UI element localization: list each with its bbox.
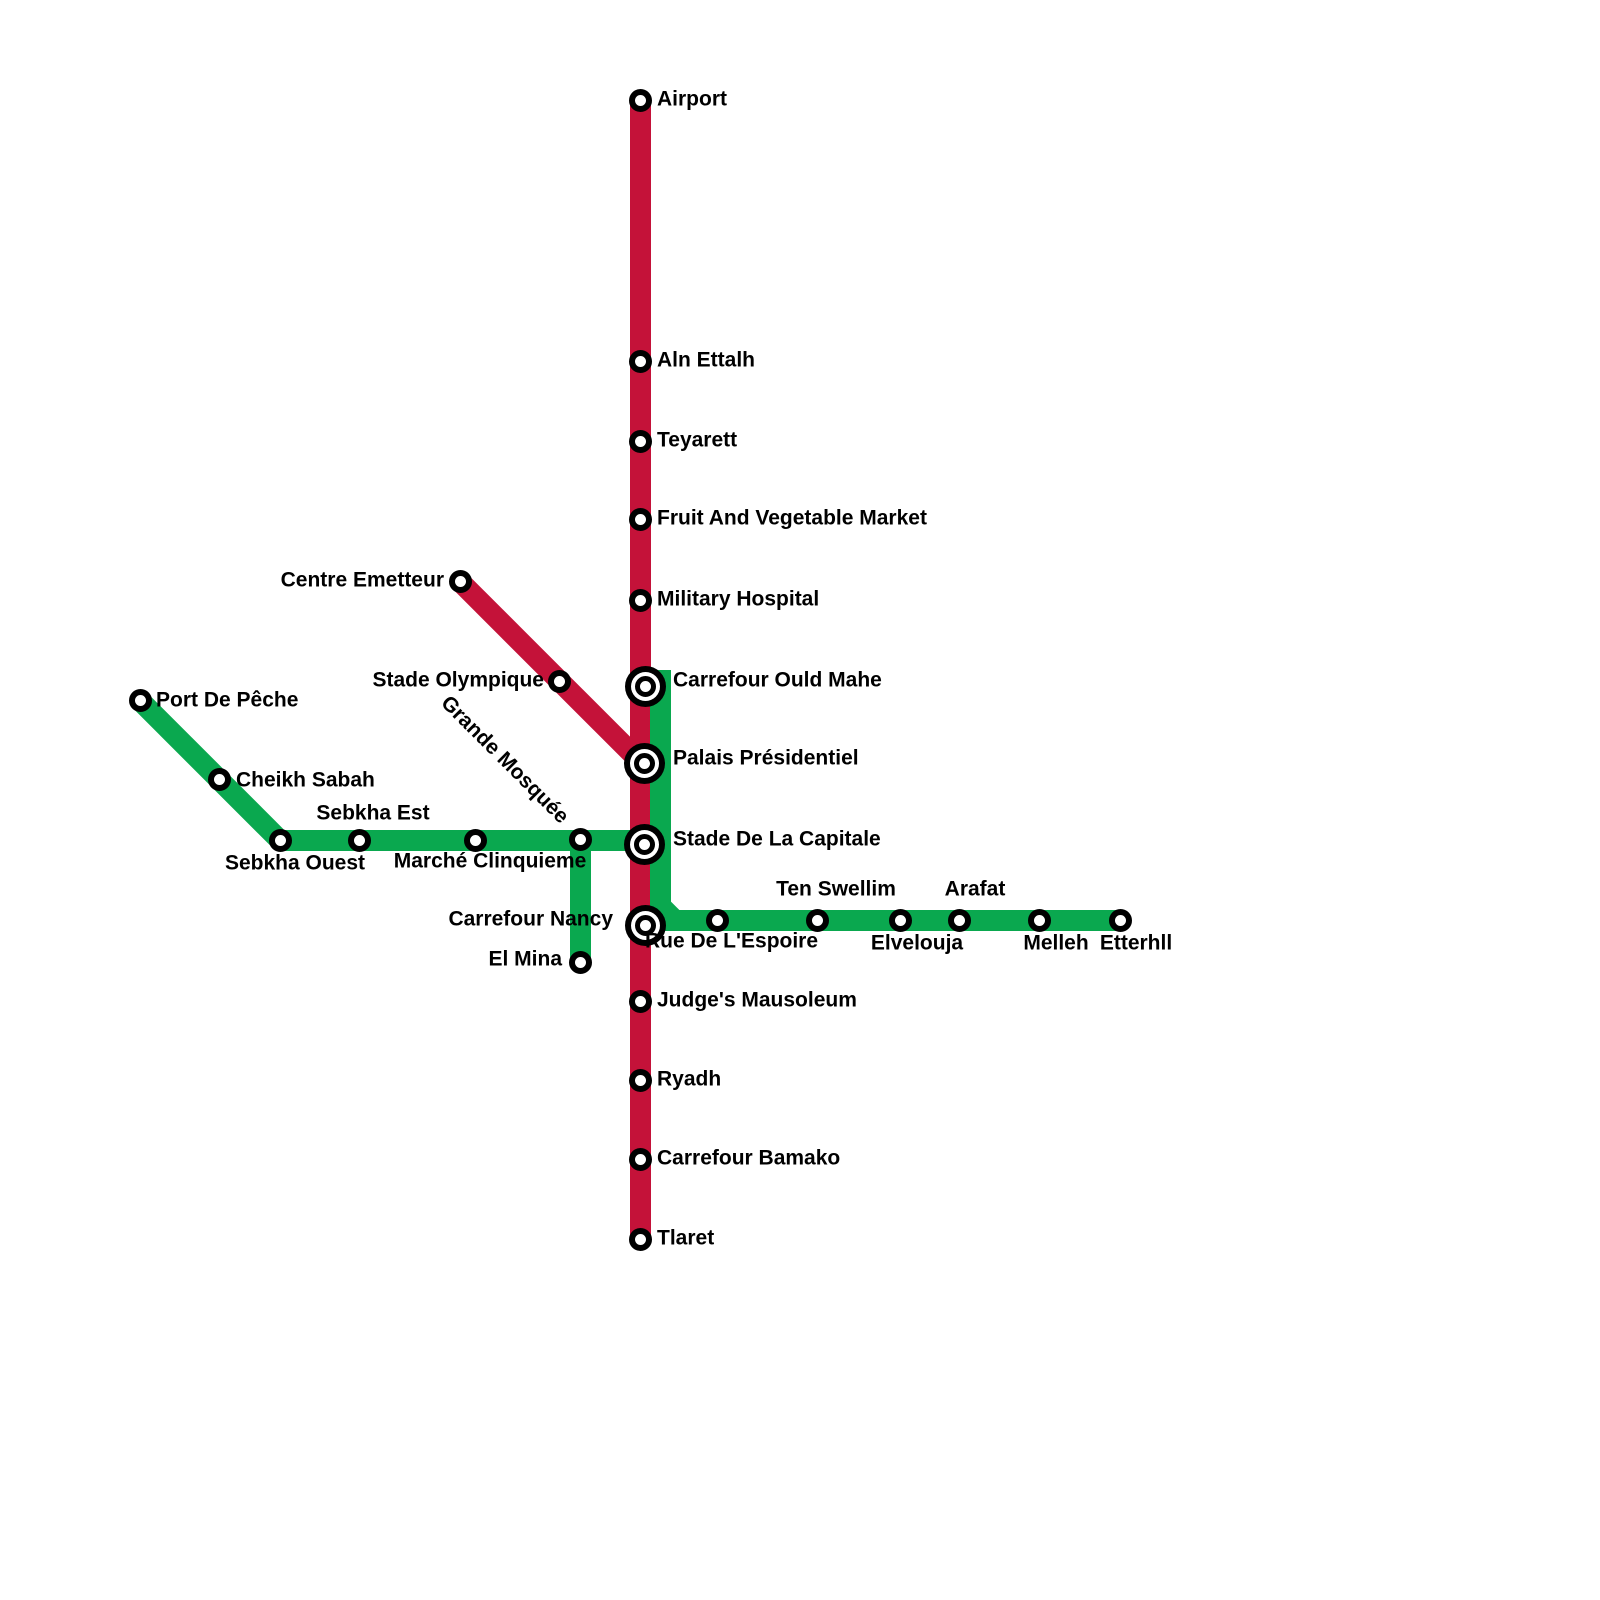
station-marker-fruit-and-vegetable-market <box>628 507 652 531</box>
station-marker-etterhll <box>1108 908 1132 932</box>
station-marker-grande-mosquee <box>568 827 592 851</box>
station-label-marche-clinquieme: Marché Clinquieme <box>393 849 587 873</box>
station-label-military-hospital: Military Hospital <box>657 587 820 611</box>
station-label-carrefour-nancy: Carrefour Nancy <box>448 907 613 931</box>
red-line-main-segment <box>629 100 651 1239</box>
station-label-tlaret: Tlaret <box>657 1226 715 1250</box>
station-marker-melleh <box>1027 908 1051 932</box>
green-line-northeast-vertical-segment <box>649 670 671 910</box>
station-marker-arafat <box>947 908 971 932</box>
station-marker-rue-de-lespoire <box>705 908 729 932</box>
station-marker-marche-clinquieme <box>463 828 487 852</box>
station-label-centre-emetteur: Centre Emetteur <box>280 568 444 592</box>
station-marker-aln-ettalh <box>628 349 652 373</box>
station-marker-sebkha-ouest <box>268 828 292 852</box>
interchange-marker-stade-de-la-capitale <box>633 833 655 855</box>
station-label-ryadh: Ryadh <box>657 1067 722 1091</box>
interchange-marker-carrefour-ould-mahe <box>634 675 656 697</box>
station-marker-tlaret <box>628 1227 652 1251</box>
station-marker-military-hospital <box>628 588 652 612</box>
station-label-judges-mausoleum: Judge's Mausoleum <box>657 988 857 1012</box>
station-marker-elvelouja <box>888 908 912 932</box>
interchange-marker-carrefour-nancy <box>634 914 656 936</box>
station-label-fruit-and-vegetable-market: Fruit And Vegetable Market <box>657 506 927 530</box>
station-marker-port-de-peche <box>128 688 152 712</box>
station-marker-airport <box>628 88 652 112</box>
station-label-arafat: Arafat <box>944 877 1006 901</box>
station-marker-carrefour-bamako <box>628 1147 652 1171</box>
station-marker-cheikh-sabah <box>207 767 231 791</box>
interchange-marker-palais-presidentiel <box>633 752 655 774</box>
station-marker-sebkha-est <box>347 828 371 852</box>
station-label-aln-ettalh: Aln Ettalh <box>657 348 755 372</box>
station-marker-el-mina <box>568 950 592 974</box>
station-marker-ten-swellim <box>805 908 829 932</box>
station-marker-judges-mausoleum <box>628 989 652 1013</box>
station-label-stade-de-la-capitale: Stade De La Capitale <box>673 827 881 851</box>
station-label-etterhll: Etterhll <box>1099 931 1173 955</box>
station-label-ten-swellim: Ten Swellim <box>776 877 896 901</box>
station-label-teyarett: Teyarett <box>657 428 738 452</box>
station-label-carrefour-ould-mahe: Carrefour Ould Mahe <box>673 668 882 692</box>
station-label-airport: Airport <box>657 87 727 111</box>
station-marker-ryadh <box>628 1068 652 1092</box>
green-line-west-horizontal-segment <box>280 829 642 851</box>
station-label-port-de-peche: Port De Pêche <box>156 688 299 712</box>
station-label-sebkha-ouest: Sebkha Ouest <box>224 851 366 875</box>
station-marker-centre-emetteur <box>448 569 472 593</box>
station-label-el-mina: El Mina <box>488 947 562 971</box>
station-label-sebkha-est: Sebkha Est <box>316 801 430 825</box>
station-label-rue-de-lespoire: Rue De L'Espoire <box>645 929 819 953</box>
station-label-elvelouja: Elvelouja <box>870 931 964 955</box>
station-label-stade-olympique: Stade Olympique <box>372 668 544 692</box>
station-marker-teyarett <box>628 429 652 453</box>
station-label-melleh: Melleh <box>1023 931 1089 955</box>
station-label-palais-presidentiel: Palais Présidentiel <box>673 746 859 770</box>
station-label-cheikh-sabah: Cheikh Sabah <box>236 768 375 792</box>
green-line-el-mina-branch-segment <box>570 832 591 962</box>
station-label-grande-mosquee: Grande Mosquée <box>436 691 574 829</box>
station-label-carrefour-bamako: Carrefour Bamako <box>657 1146 841 1170</box>
station-marker-stade-olympique <box>547 669 571 693</box>
